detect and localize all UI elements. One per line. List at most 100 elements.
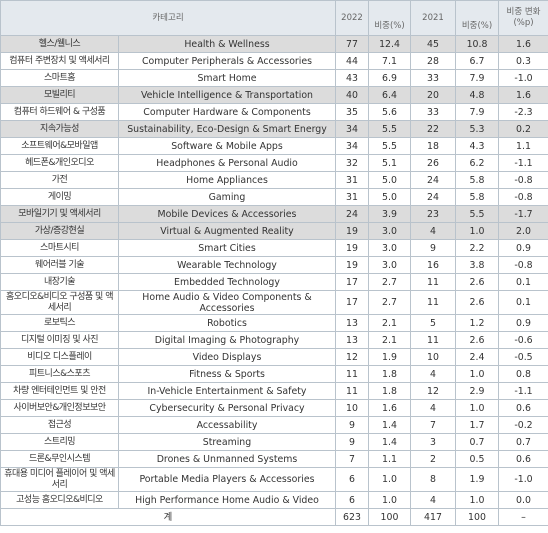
value-cell: 2.1	[368, 314, 411, 332]
value-cell: 0.3	[498, 52, 548, 70]
value-cell: 31	[335, 171, 369, 189]
value-cell: 12.4	[368, 35, 411, 53]
header-cell: 2022	[335, 0, 369, 36]
category-ko: 가상/증강현실	[0, 222, 119, 240]
value-cell: 6.7	[455, 52, 499, 70]
value-cell: 5.0	[368, 188, 411, 206]
table-row: 차량 엔터테인먼트 및 안전 In-Vehicle Entertainment &…	[0, 382, 548, 400]
value-cell: 1.0	[455, 365, 499, 383]
value-cell: 17	[335, 290, 369, 315]
category-en: Robotics	[118, 314, 336, 332]
category-ko: 접근성	[0, 416, 119, 434]
table-header: 카테고리 2022 2021 비중 변화 (%p) 비중(%) 비중(%)	[0, 0, 548, 36]
value-cell: 10	[410, 348, 456, 366]
category-ko: 게이밍	[0, 188, 119, 206]
value-cell: 1.4	[368, 433, 411, 451]
category-en: Digital Imaging & Photography	[118, 331, 336, 349]
value-cell: 1.9	[455, 467, 499, 492]
value-cell: 0.9	[498, 314, 548, 332]
category-en: Smart Home	[118, 69, 336, 87]
value-cell: 11	[410, 331, 456, 349]
table-row: 모바일기기 및 액세서리 Mobile Devices & Accessories…	[0, 205, 548, 223]
category-ko: 내장기술	[0, 273, 119, 291]
table-row: 스마트시티 Smart Cities 19 3.0 9 2.2 0.9	[0, 239, 548, 257]
value-cell: 11	[335, 382, 369, 400]
value-cell: 2.7	[368, 273, 411, 291]
category-ko: 컴퓨터 하드웨어 & 구성품	[0, 103, 119, 121]
value-cell: -1.7	[498, 205, 548, 223]
value-cell: 1.0	[368, 491, 411, 509]
value-cell: 35	[335, 103, 369, 121]
category-en: Wearable Technology	[118, 256, 336, 274]
category-en: Fitness & Sports	[118, 365, 336, 383]
value-cell: 19	[335, 222, 369, 240]
value-cell: 1.6	[498, 86, 548, 104]
header-cell: 2021	[410, 0, 456, 36]
category-en: Software & Mobile Apps	[118, 137, 336, 155]
value-cell: 1.1	[368, 450, 411, 468]
category-ko: 모빌리티	[0, 86, 119, 104]
value-cell: 10	[335, 399, 369, 417]
value-cell: 1.9	[368, 348, 411, 366]
value-cell: 20	[410, 86, 456, 104]
table-row: 로보틱스 Robotics 13 2.1 5 1.2 0.9	[0, 314, 548, 332]
table-row: 스트리밍 Streaming 9 1.4 3 0.7 0.7	[0, 433, 548, 451]
table-row: 스마트홈 Smart Home 43 6.9 33 7.9 -1.0	[0, 69, 548, 87]
table-row: 내장기술 Embedded Technology 17 2.7 11 2.6 0.1	[0, 273, 548, 291]
value-cell: 7.9	[455, 69, 499, 87]
value-cell: -0.8	[498, 171, 548, 189]
value-cell: 0.0	[498, 491, 548, 509]
value-cell: 0.8	[498, 365, 548, 383]
total-label: 계	[0, 508, 336, 526]
value-cell: 5.1	[368, 154, 411, 172]
category-ko: 소프트웨어&모바일앱	[0, 137, 119, 155]
category-en: In-Vehicle Entertainment & Safety	[118, 382, 336, 400]
value-cell: 5.6	[368, 103, 411, 121]
category-ko: 드론&무인시스템	[0, 450, 119, 468]
category-en: Computer Hardware & Components	[118, 103, 336, 121]
value-cell: 43	[335, 69, 369, 87]
value-cell: 5.8	[455, 171, 499, 189]
value-cell: 0.9	[498, 239, 548, 257]
category-ko: 스트리밍	[0, 433, 119, 451]
value-cell: 3.0	[368, 222, 411, 240]
value-cell: 24	[335, 205, 369, 223]
value-cell: 5.8	[455, 188, 499, 206]
value-cell: 24	[410, 188, 456, 206]
value-cell: 12	[410, 382, 456, 400]
category-en: Drones & Unmanned Systems	[118, 450, 336, 468]
value-cell: 33	[410, 103, 456, 121]
table-row: 비디오 디스플레이 Video Displays 12 1.9 10 2.4 -0.5	[0, 348, 548, 366]
header-cell: 비중(%)	[368, 18, 411, 36]
value-cell: 2	[410, 450, 456, 468]
table-row: 지속가능성 Sustainability, Eco-Design & Smart …	[0, 120, 548, 138]
value-cell: -1.0	[498, 69, 548, 87]
value-cell: 23	[410, 205, 456, 223]
header-cell: 비중(%)	[455, 18, 499, 36]
value-cell: 11	[335, 365, 369, 383]
value-cell: 13	[335, 331, 369, 349]
value-cell: 11	[410, 290, 456, 315]
value-cell: 0.2	[498, 120, 548, 138]
category-en: Streaming	[118, 433, 336, 451]
value-cell: 0.5	[455, 450, 499, 468]
table-row: 접근성 Accessability 9 1.4 7 1.7 -0.2	[0, 416, 548, 434]
table-row: 고성능 홈오디오&비디오 High Performance Home Audio …	[0, 491, 548, 509]
value-cell: 44	[335, 52, 369, 70]
value-cell: 5.3	[455, 120, 499, 138]
value-cell: 1.2	[455, 314, 499, 332]
value-cell: -1.1	[498, 154, 548, 172]
category-en: Gaming	[118, 188, 336, 206]
value-cell: 6.2	[455, 154, 499, 172]
value-cell: -1.0	[498, 467, 548, 492]
value-cell: 32	[335, 154, 369, 172]
value-cell: 1.6	[368, 399, 411, 417]
total-value: 100	[368, 508, 411, 526]
value-cell: 4.8	[455, 86, 499, 104]
table-row: 사이버보안&개인정보보안 Cybersecurity & Personal Pri…	[0, 399, 548, 417]
value-cell: 1.1	[498, 137, 548, 155]
value-cell: 12	[335, 348, 369, 366]
value-cell: 9	[335, 433, 369, 451]
value-cell: -1.1	[498, 382, 548, 400]
category-ko: 피트니스&스포츠	[0, 365, 119, 383]
